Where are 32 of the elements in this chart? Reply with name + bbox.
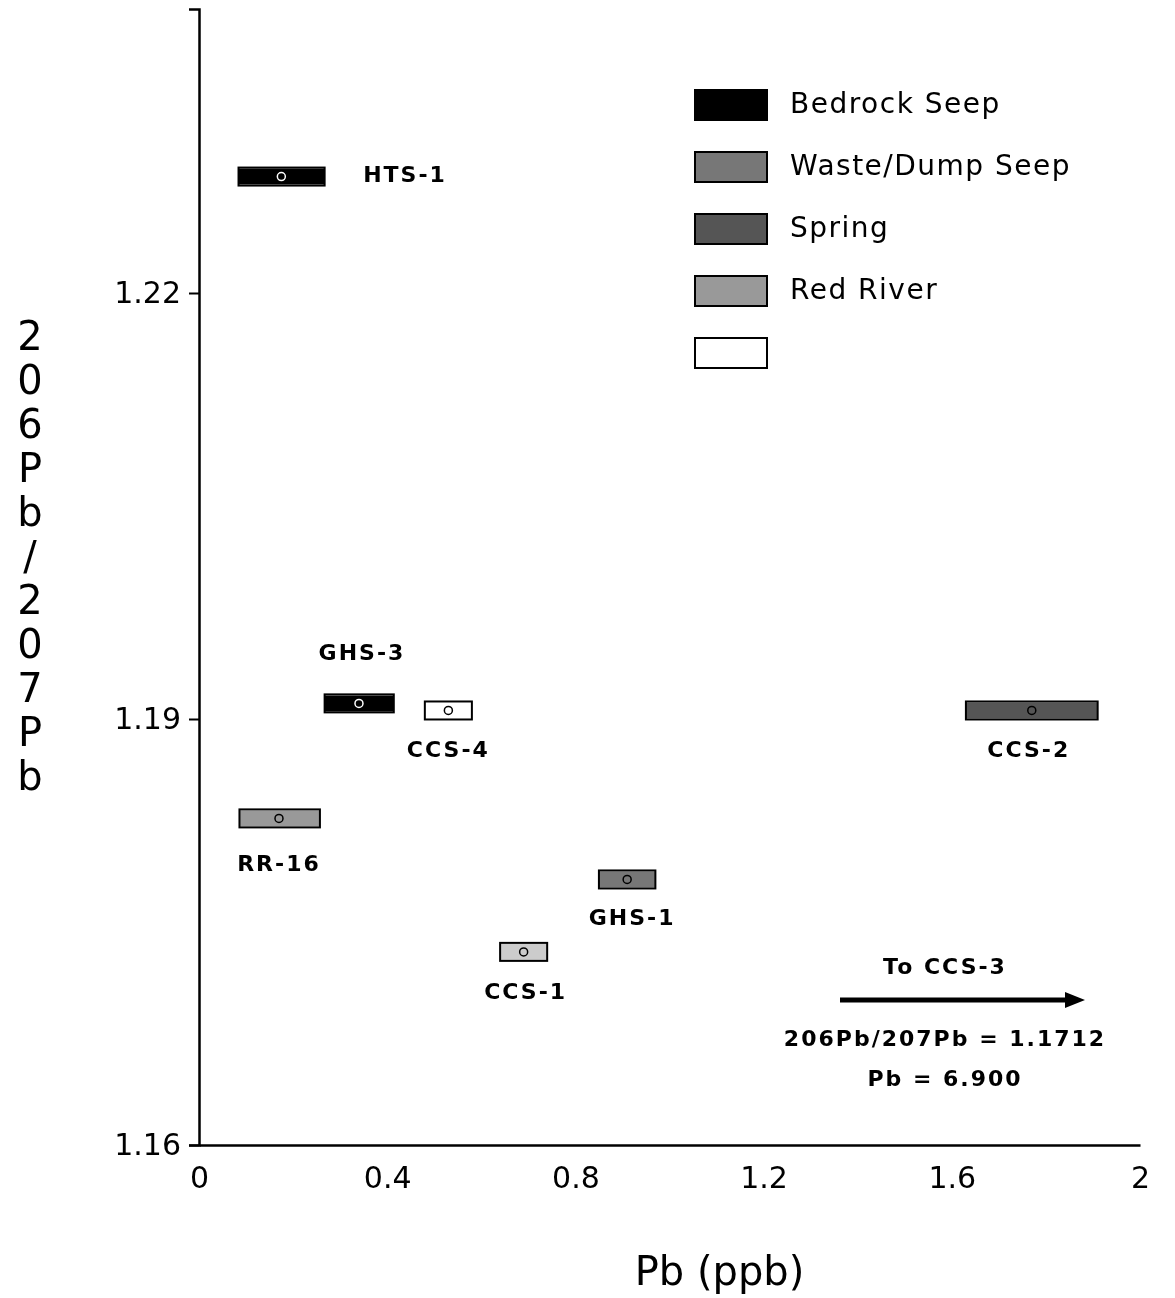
- annotation: Pb = 6.900: [867, 1066, 1023, 1091]
- x-axis-title: Pb (ppb): [634, 1248, 805, 1294]
- y-tick-label: 1.19: [114, 701, 181, 737]
- point: [443, 705, 454, 716]
- legend-label: Red River: [790, 273, 939, 306]
- x-tick-label: 1.6: [928, 1160, 977, 1196]
- x-tick-label: 0: [189, 1160, 210, 1196]
- point: [518, 947, 529, 957]
- point: [274, 813, 284, 824]
- legend-label: Spring: [790, 211, 890, 244]
- annotation: CCS-4: [406, 737, 490, 763]
- annotation: To CCS-3: [883, 954, 1007, 979]
- annotation: HTS-1: [363, 162, 447, 187]
- x-tick-label: 0.4: [363, 1160, 412, 1196]
- annotation: RR-16: [237, 851, 321, 877]
- legend-label: Waste/Dump Seep: [790, 149, 1072, 182]
- point: [276, 171, 287, 182]
- point: [1027, 705, 1037, 716]
- y-tick-label: 1.16: [114, 1127, 181, 1163]
- text: 206Pb/207Pb: [17, 313, 43, 799]
- legend-label: Bedrock Seep: [790, 87, 1001, 120]
- x-tick-label: 2: [1130, 1160, 1151, 1196]
- annotation: GHS-1: [588, 905, 676, 931]
- x-tick-label: 1.2: [740, 1160, 788, 1196]
- x-tick-label: 0.8: [552, 1160, 600, 1196]
- annotation: CCS-1: [484, 978, 568, 1004]
- annotation: CCS-2: [987, 737, 1071, 763]
- annotation: 206Pb/207Pb = 1.1712: [783, 1026, 1107, 1051]
- point: [354, 698, 364, 709]
- point: [622, 874, 632, 885]
- y-tick-label: 1.22: [114, 275, 181, 311]
- annotation: GHS-3: [318, 640, 406, 666]
